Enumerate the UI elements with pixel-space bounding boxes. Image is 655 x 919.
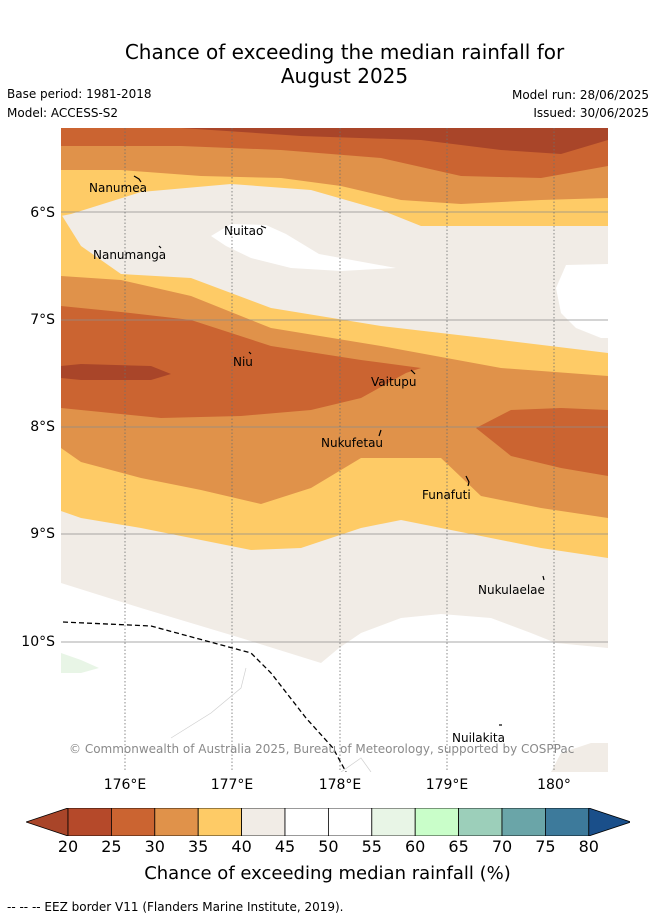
band-50-east xyxy=(556,264,608,338)
colorbar-tick-40: 40 xyxy=(231,837,252,856)
band-25-north xyxy=(181,128,608,154)
colorbar-cell-55 xyxy=(371,808,416,836)
island-label-nanumanga: Nanumanga xyxy=(93,248,167,262)
contour-line-1 xyxy=(170,667,247,739)
island-shape-nanumanga xyxy=(158,245,162,249)
colorbar-tick-65: 65 xyxy=(448,837,469,856)
band-30-east xyxy=(476,408,608,476)
colorbar-arrow-high xyxy=(588,808,630,836)
colorbar-tick-25: 25 xyxy=(101,837,122,856)
island-label-nuitao: Nuitao xyxy=(224,224,264,238)
island-label-nukufetau: Nukufetau xyxy=(321,436,384,450)
lon-label-179e: 179°E xyxy=(425,777,469,793)
eez-border xyxy=(62,621,347,772)
colorbar-cell-20 xyxy=(67,808,112,836)
band-30-middle xyxy=(61,306,421,418)
band-50-south xyxy=(61,583,608,772)
island-shape-niu xyxy=(248,351,252,355)
band-55-patch xyxy=(61,653,99,673)
colorbar-tick-70: 70 xyxy=(491,837,513,856)
colorbar-cell-60 xyxy=(414,808,460,836)
island-label-nanumea: Nanumea xyxy=(89,181,147,195)
lon-label-180: 180° xyxy=(537,777,571,793)
colorbar-cell-40 xyxy=(241,808,286,836)
colorbar-arrow-low xyxy=(26,808,69,836)
colorbar-title: Chance of exceeding median rainfall (%) xyxy=(144,863,511,884)
lat-label-8s: 8°S xyxy=(30,419,55,435)
lat-label-9s: 9°S xyxy=(30,526,55,542)
colorbar-cell-75 xyxy=(545,808,590,836)
colorbar-tick-35: 35 xyxy=(188,837,209,856)
island-shape-nuitao xyxy=(260,225,267,229)
eez-footnote: -- -- -- EEZ border V11 (Flanders Marine… xyxy=(7,900,344,914)
model-name: Model: ACCESS-S2 xyxy=(7,106,119,120)
colorbar-cell-30 xyxy=(154,808,199,836)
island-label-vaitupu: Vaitupu xyxy=(371,375,417,389)
contour-line-2 xyxy=(340,757,372,772)
lon-label-177e: 177°E xyxy=(210,777,254,793)
island-shape-vaitupu xyxy=(410,369,416,375)
lon-label-178e: 178°E xyxy=(318,777,362,793)
copyright-notice: © Commonwealth of Australia 2025, Bureau… xyxy=(69,742,575,756)
band-45-southeast xyxy=(551,743,608,772)
band-25-middle xyxy=(61,364,171,380)
colorbar-tick-60: 60 xyxy=(405,837,426,856)
rainfall-map xyxy=(61,128,608,772)
colorbar-cell-70 xyxy=(501,808,546,836)
colorbar-tick-50: 50 xyxy=(318,837,339,856)
band-50-north xyxy=(211,224,396,271)
colorbar-cell-25 xyxy=(111,808,156,836)
colorbar-cell-35 xyxy=(197,808,242,836)
island-shape-nukulaelae xyxy=(542,575,545,581)
island-label-nukulaelae: Nukulaelae xyxy=(478,583,545,597)
island-label-nuilakita: Nuilakita xyxy=(452,731,505,745)
colorbar-cell-65 xyxy=(458,808,503,836)
colorbar xyxy=(26,808,630,836)
map-title: Chance of exceeding the median rainfall … xyxy=(0,40,655,88)
island-shape-nukufetau xyxy=(378,429,382,437)
colorbar-tick-55: 55 xyxy=(361,837,382,856)
colorbar-tick-45: 45 xyxy=(274,837,296,856)
lat-label-7s: 7°S xyxy=(30,312,55,328)
base-period: Base period: 1981-2018 xyxy=(7,87,152,101)
island-shape-funafuti xyxy=(465,475,470,487)
colorbar-tick-30: 30 xyxy=(144,837,165,856)
colorbar-tick-80: 80 xyxy=(578,837,599,856)
colorbar-cell-50 xyxy=(327,808,373,836)
colorbar-tick-75: 75 xyxy=(535,837,556,856)
title-line-2: August 2025 xyxy=(280,64,409,88)
lon-label-176e: 176°E xyxy=(103,777,147,793)
lat-label-6s: 6°S xyxy=(30,205,55,221)
island-label-niu: Niu xyxy=(233,355,253,369)
model-run: Model run: 28/06/2025 xyxy=(511,88,649,102)
colorbar-cell-45 xyxy=(284,808,329,836)
island-label-funafuti: Funafuti xyxy=(422,488,471,502)
island-shape-nanumea xyxy=(133,175,142,183)
colorbar-tick-20: 20 xyxy=(57,837,79,856)
title-line-1: Chance of exceeding the median rainfall … xyxy=(124,40,565,64)
issued-date: Issued: 30/06/2025 xyxy=(533,106,649,120)
lat-label-10s: 10°S xyxy=(21,634,55,650)
